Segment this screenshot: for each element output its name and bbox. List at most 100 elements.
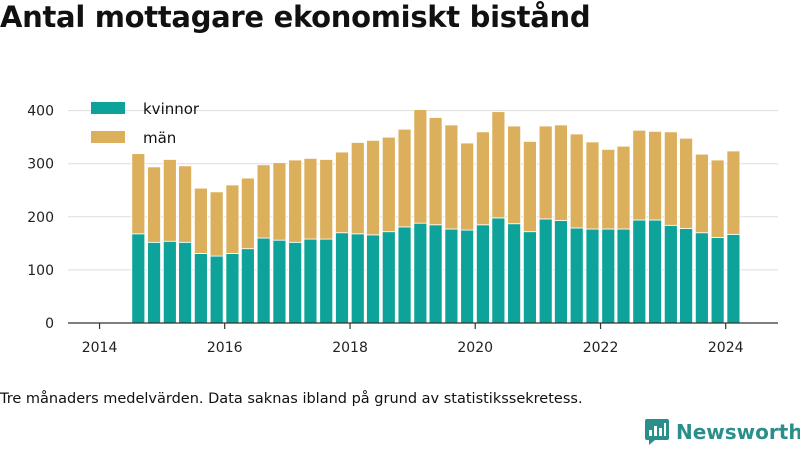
bar-kvinnor-2020-11 [523, 231, 537, 324]
bar-man-2022-08 [632, 129, 647, 221]
bar-kvinnor-2021-02 [538, 218, 553, 324]
bar-kvinnor-2023-08 [694, 232, 709, 324]
bar-man-2019-11 [460, 142, 475, 231]
bar-man-2023-11 [710, 159, 725, 238]
legend: kvinnor män [91, 100, 200, 147]
bar-man-2019-05 [428, 117, 443, 226]
newsworthy-logo-icon [645, 419, 669, 445]
legend-label-man: män [143, 129, 176, 147]
x-tick-label-2022: 2022 [583, 340, 619, 356]
bar-man-2021-02 [538, 125, 553, 220]
x-tick-label-2024: 2024 [708, 340, 744, 356]
bar-kvinnor-2021-08 [569, 227, 584, 324]
chart-caption: Tre månaders medelvärden. Data saknas ib… [0, 391, 583, 407]
bar-kvinnor-2021-11 [585, 228, 600, 324]
bar-man-2017-08 [319, 159, 334, 240]
bar-man-2020-08 [507, 125, 522, 225]
bar-man-2019-08 [444, 124, 459, 230]
bar-kvinnor-2016-11 [272, 239, 287, 324]
bar-kvinnor-2020-05 [491, 217, 506, 324]
bar-man-2018-02 [350, 142, 365, 235]
bar-man-2018-05 [366, 139, 380, 236]
bar-kvinnor-2022-08 [632, 219, 647, 324]
bar-kvinnor-2015-02 [162, 240, 177, 324]
y-tick-label-200: 200 [27, 210, 54, 226]
bar-kvinnor-2023-05 [679, 228, 693, 324]
bar-man-2022-05 [616, 145, 631, 230]
y-tick-label-100: 100 [27, 263, 54, 279]
bar-kvinnor-2024-02 [726, 233, 741, 324]
y-tick-label-0: 0 [45, 316, 54, 332]
bar-man-2016-11 [272, 162, 287, 241]
x-tick-label-2020: 2020 [457, 340, 493, 356]
legend-swatch-kvinnor [91, 102, 125, 114]
stacked-bar-chart: 2014 2016 2018 2020 2022 2024 0 100 200 300 400 k… [27, 100, 778, 356]
bar-man-2014-11 [147, 166, 161, 243]
bar-man-2020-02 [476, 131, 490, 226]
bar-man-2023-02 [663, 131, 678, 226]
bar-kvinnor-2016-08 [256, 237, 271, 324]
bar-man-2017-05 [303, 157, 318, 240]
legend-swatch-man [91, 131, 125, 143]
bar-man-2019-02 [413, 109, 428, 224]
bar-man-2017-11 [335, 151, 349, 234]
bar-man-2018-08 [381, 136, 396, 233]
bar-kvinnor-2019-02 [413, 222, 428, 324]
newsworthy-logo: Newsworthy [644, 418, 800, 446]
bar-kvinnor-2014-11 [147, 241, 161, 324]
bar-kvinnor-2018-08 [381, 231, 396, 324]
bar-man-2022-02 [601, 148, 616, 230]
x-axis: 2014 2016 2018 2020 2022 2024 [68, 322, 778, 356]
bar-kvinnor-2018-05 [366, 234, 380, 324]
bar-kvinnor-2019-11 [460, 229, 475, 324]
chart-title: Antal mottagare ekonomiskt bistånd [0, 0, 591, 34]
legend-label-kvinnor: kvinnor [143, 100, 200, 118]
bar-man-2015-08 [193, 187, 208, 254]
bar-kvinnor-2023-11 [710, 237, 725, 324]
bar-kvinnor-2020-08 [507, 223, 522, 324]
x-tick-label-2016: 2016 [207, 340, 243, 356]
y-axis-tick-labels: 0 100 200 300 400 [27, 104, 54, 332]
bar-man-2020-11 [523, 141, 537, 233]
bar-man-2023-05 [679, 137, 693, 229]
bar-man-2016-05 [240, 177, 255, 250]
bar-man-2018-11 [397, 128, 412, 228]
bar-kvinnor-2018-11 [397, 226, 412, 324]
bar-kvinnor-2023-02 [663, 224, 678, 324]
y-tick-label-300: 300 [27, 157, 54, 173]
bar-man-2017-02 [288, 159, 303, 243]
bar-man-2021-11 [585, 141, 600, 230]
bar-kvinnor-2015-08 [193, 253, 208, 324]
bar-man-2015-02 [162, 159, 177, 242]
bar-kvinnor-2019-05 [428, 224, 443, 324]
bar-man-2024-02 [726, 150, 741, 235]
bar-kvinnor-2022-11 [648, 219, 662, 324]
bar-man-2022-11 [648, 130, 662, 221]
bar-kvinnor-2018-02 [350, 233, 365, 324]
bar-kvinnor-2016-02 [225, 253, 240, 324]
bar-kvinnor-2015-05 [178, 241, 193, 324]
y-tick-label-400: 400 [27, 104, 54, 120]
bar-kvinnor-2019-08 [444, 228, 459, 324]
bar-series [131, 109, 741, 324]
x-tick-label-2014: 2014 [82, 340, 118, 356]
bar-man-2020-05 [491, 111, 506, 219]
bar-kvinnor-2022-02 [601, 228, 616, 324]
bar-kvinnor-2014-08 [131, 233, 146, 324]
bar-kvinnor-2020-02 [476, 224, 490, 324]
bar-man-2014-08 [131, 153, 146, 235]
bar-kvinnor-2017-11 [335, 232, 349, 324]
bar-kvinnor-2017-02 [288, 241, 303, 324]
bar-man-2021-05 [554, 124, 568, 221]
bar-kvinnor-2017-05 [303, 238, 318, 324]
bar-kvinnor-2017-08 [319, 238, 334, 324]
bar-kvinnor-2022-05 [616, 228, 631, 324]
bar-man-2015-11 [209, 191, 224, 257]
bar-kvinnor-2021-05 [554, 220, 568, 324]
bar-kvinnor-2015-11 [209, 255, 224, 324]
bar-man-2016-08 [256, 164, 271, 239]
bar-man-2021-08 [569, 133, 584, 229]
bar-kvinnor-2016-05 [240, 248, 255, 324]
brand-name: Newsworthy [676, 420, 800, 444]
bar-man-2015-05 [178, 165, 193, 243]
